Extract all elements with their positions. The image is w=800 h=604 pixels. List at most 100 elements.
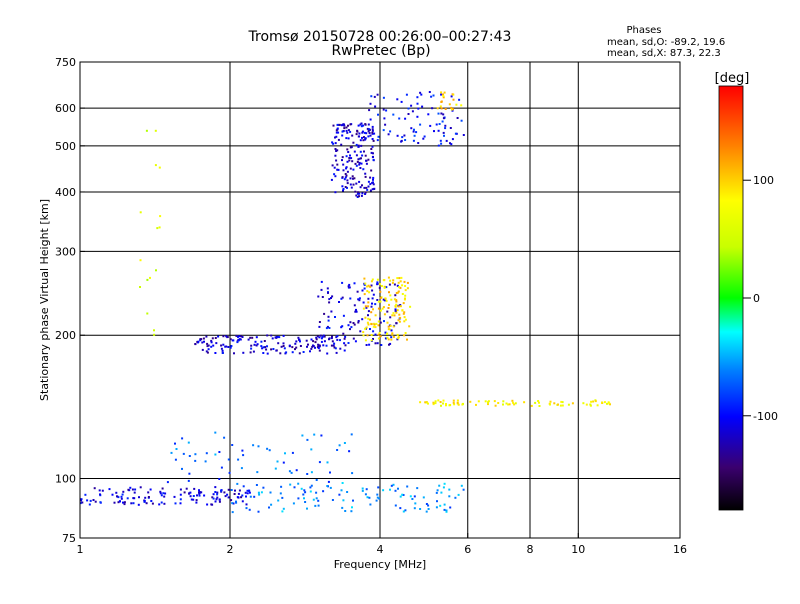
data-point xyxy=(421,105,424,108)
data-point xyxy=(450,108,453,111)
data-point xyxy=(335,150,338,152)
data-point xyxy=(361,136,363,139)
data-point xyxy=(334,316,336,318)
data-point xyxy=(512,401,514,404)
data-point xyxy=(334,136,336,139)
data-point xyxy=(440,93,443,96)
data-point xyxy=(130,502,133,505)
data-point xyxy=(344,173,347,175)
data-point xyxy=(362,130,364,133)
data-point xyxy=(448,495,451,498)
data-point xyxy=(331,295,334,298)
data-point xyxy=(384,337,387,340)
data-point xyxy=(432,94,435,97)
data-point xyxy=(349,123,352,126)
data-point xyxy=(348,286,351,289)
phases-mean-o: mean, sd,O: -89.2, 19.6 xyxy=(607,37,725,48)
data-point xyxy=(371,129,374,132)
data-point xyxy=(175,448,178,450)
data-point xyxy=(315,336,318,339)
data-point xyxy=(216,493,219,496)
data-point xyxy=(99,493,101,496)
data-point xyxy=(231,444,234,446)
data-point xyxy=(362,124,365,127)
data-point xyxy=(295,469,298,472)
data-point xyxy=(401,309,404,312)
data-point xyxy=(327,291,329,294)
data-point xyxy=(320,337,323,340)
data-point xyxy=(387,307,390,309)
colorbar-tick-label: 0 xyxy=(753,292,760,305)
data-point xyxy=(335,135,338,138)
data-point xyxy=(117,501,120,504)
data-point xyxy=(146,278,149,281)
data-point xyxy=(199,491,202,494)
data-point xyxy=(406,485,409,488)
data-point xyxy=(146,312,149,315)
data-point xyxy=(352,141,355,144)
data-point xyxy=(336,163,339,166)
data-point xyxy=(313,433,316,436)
data-point xyxy=(352,183,355,186)
data-point xyxy=(358,195,360,198)
data-point xyxy=(374,105,377,108)
data-point xyxy=(263,340,266,342)
data-point xyxy=(305,339,308,342)
data-point xyxy=(399,305,402,308)
data-point xyxy=(585,403,588,406)
data-point xyxy=(358,161,361,164)
data-point xyxy=(368,318,371,321)
data-point xyxy=(320,280,323,283)
data-point xyxy=(89,499,92,502)
data-point xyxy=(357,320,360,322)
data-point xyxy=(395,311,398,314)
data-point xyxy=(450,95,453,98)
data-point xyxy=(399,280,402,283)
data-point xyxy=(318,321,321,323)
data-point xyxy=(236,341,239,344)
data-point xyxy=(79,502,82,505)
data-point xyxy=(196,494,198,497)
data-point xyxy=(427,504,430,507)
data-point xyxy=(409,305,412,308)
data-point xyxy=(173,495,176,498)
data-point xyxy=(192,498,195,501)
data-point xyxy=(363,283,366,286)
data-point xyxy=(216,496,219,499)
data-point xyxy=(361,487,364,490)
data-point xyxy=(349,297,352,300)
data-point xyxy=(373,132,376,135)
data-point xyxy=(93,487,96,490)
data-point xyxy=(388,283,391,286)
data-point xyxy=(392,483,395,486)
data-point xyxy=(270,334,273,337)
data-point xyxy=(371,289,374,292)
data-point xyxy=(370,339,373,342)
data-point xyxy=(302,351,305,353)
data-point xyxy=(260,345,263,348)
data-point xyxy=(231,511,234,514)
colorbar-ticks: 100 0 -100 xyxy=(743,174,778,423)
data-point xyxy=(441,120,444,123)
data-point xyxy=(387,338,390,341)
data-point xyxy=(224,495,227,498)
data-point xyxy=(436,107,439,110)
data-point xyxy=(341,185,344,188)
data-point xyxy=(248,491,251,494)
data-point xyxy=(122,490,125,493)
data-point xyxy=(454,496,457,499)
data-point xyxy=(361,184,363,187)
data-point xyxy=(357,145,360,148)
data-point xyxy=(366,290,369,293)
data-point xyxy=(330,337,333,340)
data-point xyxy=(416,102,419,105)
data-point xyxy=(349,177,352,180)
data-point xyxy=(211,337,214,340)
data-point xyxy=(211,496,214,499)
data-point xyxy=(438,484,441,487)
data-point xyxy=(345,126,348,129)
data-point xyxy=(310,338,313,341)
data-point xyxy=(217,335,220,338)
data-point xyxy=(403,334,406,337)
y-tick-label: 750 xyxy=(55,56,76,69)
